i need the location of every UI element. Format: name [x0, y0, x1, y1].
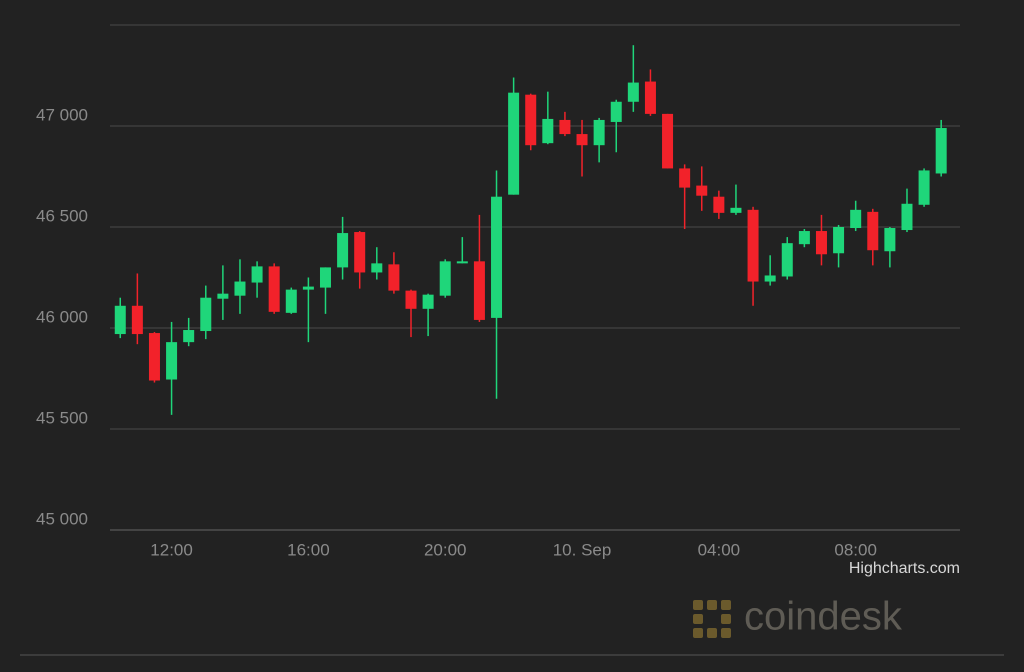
candle-body [542, 118, 554, 144]
x-tick-label: 10. Sep [553, 540, 612, 559]
y-tick-label: 47 000 [36, 105, 88, 124]
candle-body [234, 281, 246, 296]
candle-body [610, 101, 622, 122]
candle-body [200, 297, 212, 332]
candle-body [337, 233, 349, 268]
watermark: coindesk [744, 595, 903, 639]
candle-body [268, 266, 280, 312]
candle-body [713, 196, 725, 213]
candle-body [901, 203, 913, 231]
candle-body [747, 209, 759, 282]
y-tick-label: 45 000 [36, 509, 88, 528]
x-tick-label: 08:00 [834, 540, 877, 559]
candle-body [319, 267, 331, 288]
candle-body [405, 290, 417, 309]
candle-body [166, 342, 178, 380]
candle-body [781, 243, 793, 277]
candle-body [559, 119, 571, 135]
candle-body [491, 196, 503, 318]
candle-body [833, 227, 845, 254]
candle-body [251, 266, 263, 283]
candle-body [439, 261, 451, 296]
candle-body [730, 207, 742, 213]
candle-body [679, 168, 691, 188]
x-tick-label: 12:00 [150, 540, 193, 559]
candle-body [867, 211, 879, 251]
candle-body [884, 228, 896, 252]
candle-body [525, 94, 537, 146]
candle-body [371, 263, 383, 273]
candle-body [576, 134, 588, 146]
candle-body [764, 275, 776, 282]
candle-body [285, 289, 297, 313]
candle-body [183, 330, 195, 343]
candle-body [935, 128, 947, 174]
candle-body [302, 286, 314, 290]
candle-body [217, 293, 229, 299]
candle-body [662, 113, 674, 169]
candle-body [627, 82, 639, 102]
candle-body [354, 232, 366, 273]
candle-body [388, 264, 400, 291]
watermark-logo [693, 600, 731, 638]
credit: Highcharts.com [849, 560, 960, 577]
candle-body [850, 209, 862, 229]
candle-body [473, 261, 485, 320]
y-tick-label: 46 500 [36, 206, 88, 225]
candle-body [422, 294, 434, 309]
x-tick-label: 16:00 [287, 540, 330, 559]
candle-body [131, 305, 143, 335]
candle-body [798, 231, 810, 245]
candle-body [114, 305, 126, 335]
candle-body [696, 185, 708, 196]
x-tick-label: 20:00 [424, 540, 467, 559]
candle-body [508, 92, 520, 195]
y-tick-label: 46 000 [36, 307, 88, 326]
y-tick-label: 45 500 [36, 408, 88, 427]
candle-body [815, 231, 827, 255]
candle-body [456, 261, 468, 264]
candle-body [918, 170, 930, 205]
candle-body [148, 333, 160, 381]
candle-body [593, 119, 605, 146]
candle-body [644, 81, 656, 114]
x-tick-label: 04:00 [698, 540, 741, 559]
